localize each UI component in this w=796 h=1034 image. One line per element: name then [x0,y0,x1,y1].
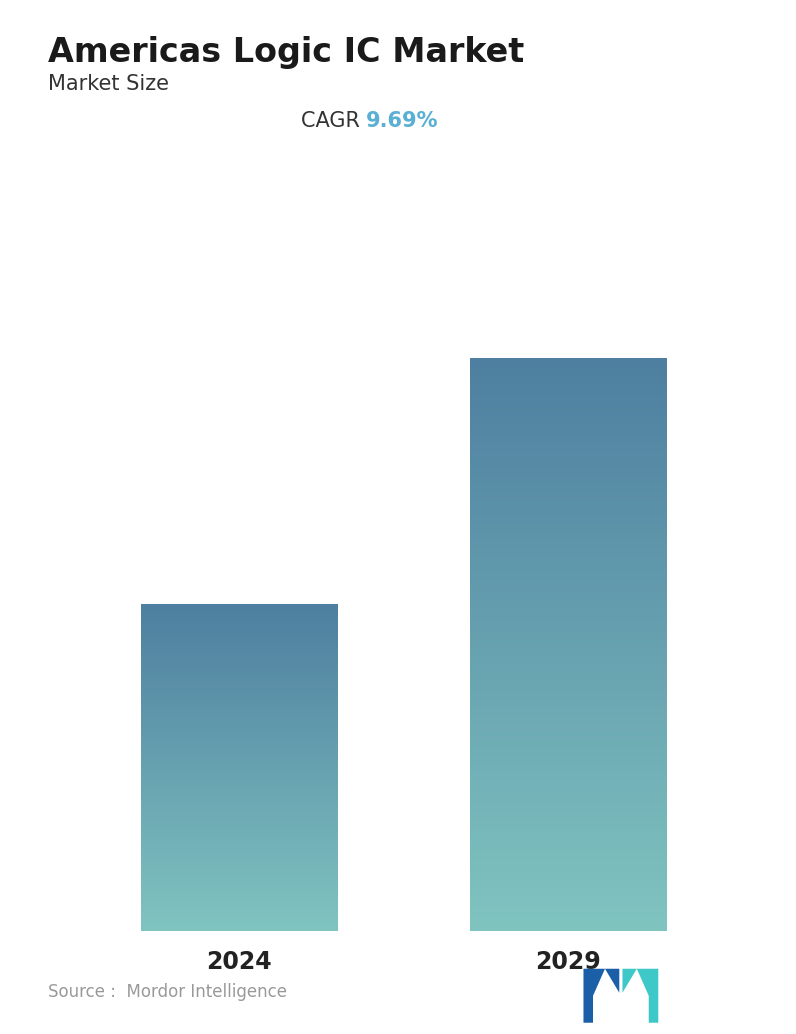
Polygon shape [583,969,619,1023]
Text: Market Size: Market Size [48,74,169,94]
Polygon shape [622,969,658,1023]
Text: Source :  Mordor Intelligence: Source : Mordor Intelligence [48,983,287,1001]
Text: CAGR: CAGR [301,111,366,130]
Text: Americas Logic IC Market: Americas Logic IC Market [48,36,524,69]
Text: 9.69%: 9.69% [366,111,439,130]
